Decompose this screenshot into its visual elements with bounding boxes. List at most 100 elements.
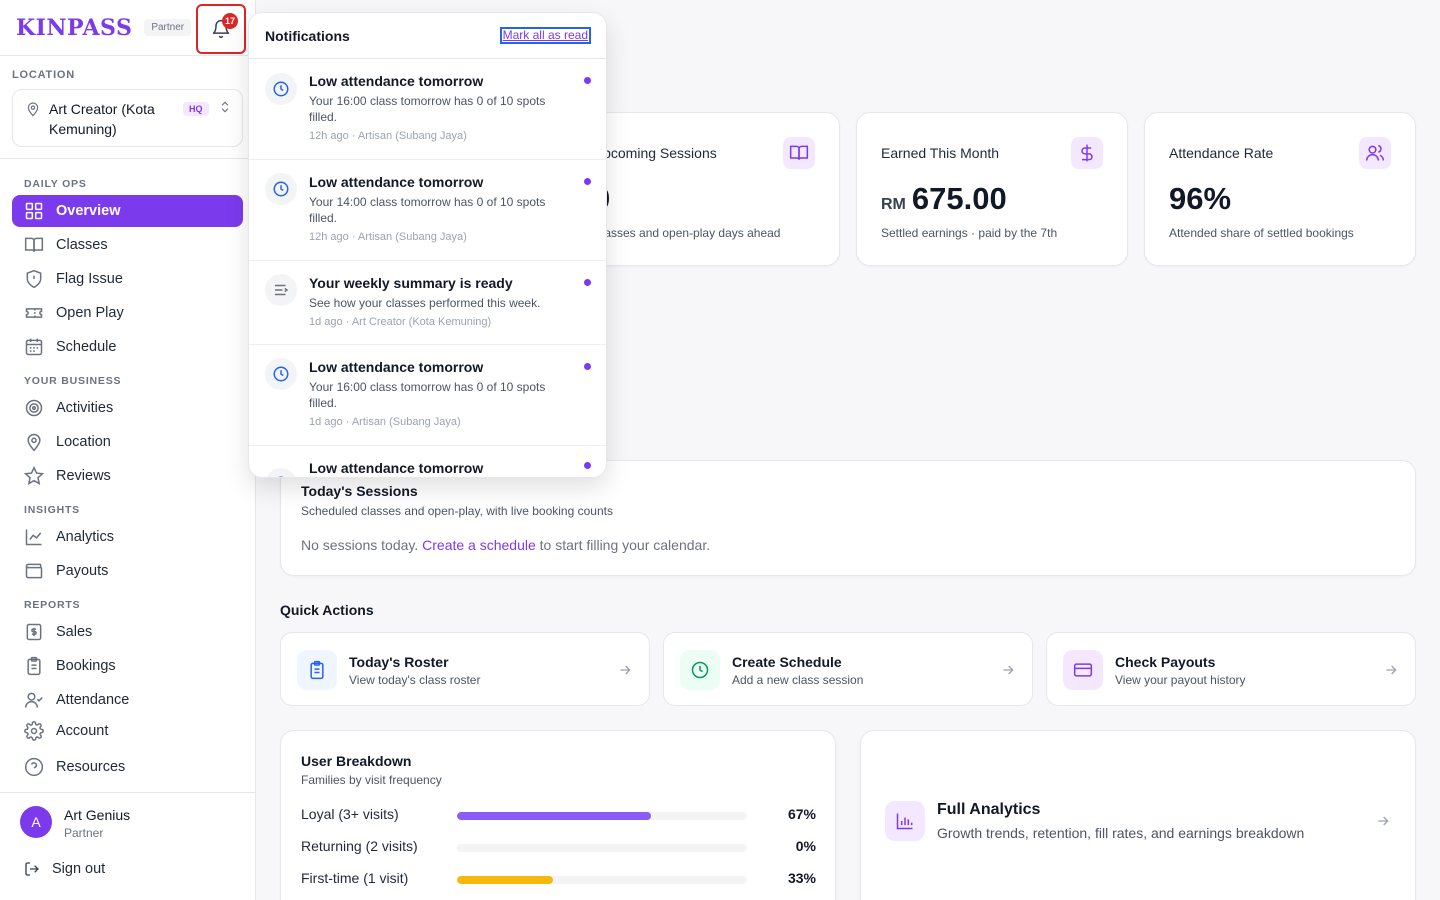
stat-card-attendance-rate: Attendance Rate 96% Attended share of se…	[1144, 112, 1416, 266]
clipboard-icon	[27, 656, 41, 676]
notification-item[interactable]: Low attendance tomorrow Your 16:00 class…	[249, 345, 606, 446]
sidebar-item-label: Analytics	[56, 529, 115, 545]
sidebar-item-activities[interactable]: Activities	[12, 392, 243, 424]
progress-track	[457, 876, 747, 884]
stat-title: Attendance Rate	[1169, 145, 1274, 161]
grid-icon	[25, 202, 43, 220]
quick-action-create-schedule[interactable]: Create Schedule Add a new class session	[663, 632, 1033, 706]
empty-state: No sessions today. Create a schedule to …	[301, 537, 710, 553]
progress-fill	[457, 876, 553, 884]
clock-icon	[680, 650, 720, 690]
quick-action-check-payouts[interactable]: Check Payouts View your payout history	[1046, 632, 1416, 706]
breakdown-row-first-time: First-time (1 visit) 33%	[301, 870, 816, 890]
breakdown-percent: 33%	[787, 870, 816, 886]
notification-item[interactable]: Low attendance tomorrow	[249, 446, 606, 477]
avatar[interactable]: A	[20, 806, 52, 838]
sidebar-item-sales[interactable]: Sales	[12, 616, 243, 648]
sidebar-item-attendance[interactable]: Attendance	[12, 684, 243, 716]
quick-actions-heading: Quick Actions	[280, 602, 374, 618]
progress-fill	[457, 812, 652, 820]
sidebar-item-label: Overview	[56, 203, 121, 219]
notification-item[interactable]: Low attendance tomorrow Your 16:00 class…	[249, 59, 606, 160]
location-switcher[interactable]: Art Creator (Kota Kemuning) HQ	[12, 89, 243, 147]
sidebar-item-label: Reviews	[56, 468, 111, 484]
sidebar-item-label: Schedule	[56, 339, 117, 355]
stat-card-upcoming-sessions: Upcoming Sessions 0 Classes and open-pla…	[568, 112, 840, 266]
sidebar-item-label: Bookings	[56, 658, 116, 674]
sidebar-item-payouts[interactable]: Payouts	[12, 555, 243, 587]
calendar-icon	[25, 338, 43, 356]
section-title: Today's Sessions	[301, 483, 418, 499]
sidebar-item-label: Classes	[56, 237, 108, 253]
stat-title: Earned This Month	[881, 145, 1000, 161]
arrow-right-icon	[1003, 665, 1014, 675]
stat-value: 96%	[1169, 181, 1232, 216]
todays-sessions-card: Today's Sessions Scheduled classes and o…	[280, 460, 1416, 576]
sidebar-item-reviews[interactable]: Reviews	[12, 460, 243, 492]
bell-icon	[212, 19, 230, 39]
mark-all-read-button[interactable]: Mark all as read	[499, 27, 591, 44]
sidebar-item-label: Activities	[56, 400, 114, 416]
target-icon	[25, 399, 43, 417]
sidebar-item-overview[interactable]: Overview	[12, 195, 243, 227]
sidebar-item-label: Sales	[56, 624, 93, 640]
book-open-icon	[783, 137, 815, 169]
nav-section-your-business: YOUR BUSINESS	[24, 375, 122, 387]
nav-section-reports: REPORTS	[24, 599, 81, 611]
sidebar-item-label: Resources	[56, 759, 126, 775]
sidebar-item-label: Payouts	[56, 563, 109, 579]
notification-title: Low attendance tomorrow	[309, 73, 484, 89]
sidebar-item-label: Account	[56, 723, 109, 739]
notification-title: Your weekly summary is ready	[309, 275, 513, 291]
empty-state-suffix: to start filling your calendar.	[539, 537, 711, 553]
full-analytics-title: Full Analytics	[937, 801, 1041, 818]
notification-title: Low attendance tomorrow	[309, 460, 484, 476]
arrow-right-icon	[1378, 816, 1389, 826]
sidebar: KINPASS Partner 17 LOCATION Art Creator …	[0, 0, 256, 900]
sidebar-item-analytics[interactable]: Analytics	[12, 521, 243, 553]
map-pin-icon	[27, 433, 41, 452]
full-analytics-card[interactable]: Full Analytics Growth trends, retention,…	[860, 730, 1416, 900]
star-icon	[24, 466, 44, 486]
quick-action-title: Today's Roster	[349, 654, 449, 670]
sidebar-item-resources[interactable]: Resources	[12, 751, 243, 783]
notification-body: Low attendance tomorrow Your 16:00 class…	[309, 358, 574, 428]
kinpass-logo[interactable]: KINPASS	[16, 14, 133, 41]
quick-action-subtitle: View today's class roster	[349, 673, 481, 687]
notification-body: Low attendance tomorrow Your 14:00 class…	[309, 173, 574, 243]
unread-dot	[584, 462, 591, 469]
sidebar-item-account[interactable]: Account	[12, 715, 243, 747]
sidebar-item-classes[interactable]: Classes	[12, 229, 243, 261]
notification-body: Low attendance tomorrow	[309, 459, 574, 477]
stat-card-earned-this-month: Earned This Month RM 675.00 Settled earni…	[856, 112, 1128, 266]
notification-item[interactable]: Your weekly summary is ready See how you…	[249, 261, 606, 345]
sidebar-item-bookings[interactable]: Bookings	[12, 650, 243, 682]
notification-body: Your weekly summary is ready See how you…	[309, 274, 574, 328]
user-name: Art Genius	[64, 807, 131, 823]
arrow-right-icon	[1386, 665, 1397, 675]
stat-title: Upcoming Sessions	[593, 145, 717, 161]
breakdown-row-loyal: Loyal (3+ visits) 67%	[301, 806, 816, 826]
ticket-icon	[25, 308, 43, 318]
notifications-dropdown: Notifications Mark all as read Low atten…	[248, 12, 607, 478]
sidebar-item-location[interactable]: Location	[12, 426, 243, 458]
notification-body: Low attendance tomorrow Your 16:00 class…	[309, 72, 574, 142]
notification-meta: 12h ago · Artisan (Subang Jaya)	[309, 231, 467, 243]
quick-action-subtitle: View your payout history	[1115, 673, 1246, 687]
location-label: LOCATION	[12, 69, 76, 81]
sidebar-item-schedule[interactable]: Schedule	[12, 331, 243, 363]
section-subtitle: Scheduled classes and open-play, with li…	[301, 504, 613, 518]
notification-text: Your 16:00 class tomorrow has 0 of 10 sp…	[309, 380, 546, 410]
quick-action-todays-roster[interactable]: Today's Roster View today's class roster	[280, 632, 650, 706]
notifications-button[interactable]: 17	[196, 4, 246, 54]
create-schedule-link[interactable]: Create a schedule	[422, 537, 536, 553]
sidebar-item-open-play[interactable]: Open Play	[12, 297, 243, 329]
sign-out-button[interactable]: Sign out	[24, 861, 105, 877]
bar-chart-icon	[885, 801, 925, 841]
sidebar-item-flag-issue[interactable]: Flag Issue	[12, 263, 243, 295]
quick-action-title: Create Schedule	[732, 654, 842, 670]
notification-text: Your 14:00 class tomorrow has 0 of 10 sp…	[309, 195, 546, 225]
notification-title: Low attendance tomorrow	[309, 359, 484, 375]
notification-item[interactable]: Low attendance tomorrow Your 14:00 class…	[249, 160, 606, 261]
stat-value: RM 675.00	[881, 181, 1007, 217]
